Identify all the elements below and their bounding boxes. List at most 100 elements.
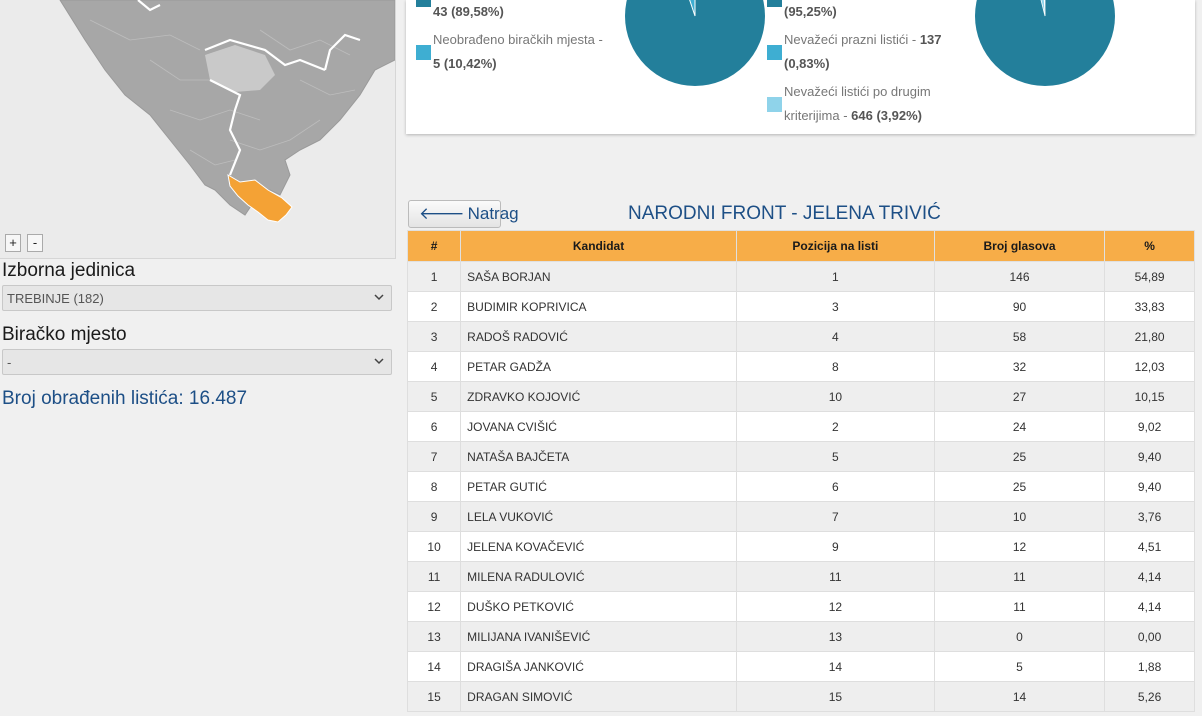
- constituency-select-value: TREBINJE (182): [7, 291, 104, 306]
- invalid-other-legend: Nevažeći listići po drugim kriterijima -…: [784, 84, 931, 123]
- vote-count: 25: [933, 471, 1106, 502]
- list-position: 7: [735, 501, 935, 532]
- list-position: 11: [735, 561, 935, 592]
- constituency-label: Izborna jedinica: [2, 260, 136, 281]
- vote-percent: 4,14: [1104, 561, 1195, 592]
- candidate-name: RADOŠ RADOVIĆ: [460, 321, 737, 352]
- column-header-candidate[interactable]: Kandidat: [460, 230, 737, 262]
- list-position: 5: [735, 441, 935, 472]
- column-header-list-position[interactable]: Pozicija na listi: [735, 230, 935, 262]
- polling-station-select[interactable]: -: [2, 349, 392, 375]
- list-position: 6: [735, 471, 935, 502]
- vote-count: 5: [933, 651, 1106, 682]
- vote-count: 24: [933, 411, 1106, 442]
- column-header-votes[interactable]: Broj glasova: [933, 230, 1106, 262]
- ballots-pie-chart: [975, 0, 1115, 86]
- column-header-percent[interactable]: %: [1104, 230, 1195, 262]
- chevron-down-icon: [374, 358, 384, 365]
- vote-percent: 3,76: [1104, 501, 1195, 532]
- candidate-name: MILIJANA IVANIŠEVIĆ: [460, 621, 737, 652]
- unprocessed-swatch: [416, 45, 431, 60]
- vote-percent: 4,51: [1104, 531, 1195, 562]
- candidate-name: NATAŠA BAJČETA: [460, 441, 737, 472]
- row-number: 13: [406, 621, 462, 652]
- party-title: NARODNI FRONT - JELENA TRIVIĆ: [628, 203, 941, 224]
- table-row: 4 PETAR GADŽA 8 32 12,03: [406, 351, 1195, 382]
- map-panel[interactable]: + -: [0, 0, 396, 259]
- vote-percent: 5,26: [1104, 681, 1195, 712]
- table-row: 6 JOVANA CVIŠIĆ 2 24 9,02: [406, 411, 1195, 442]
- table-row: 8 PETAR GUTIĆ 6 25 9,40: [406, 471, 1195, 502]
- region-map[interactable]: [0, 0, 395, 258]
- valid-swatch: [767, 0, 782, 7]
- row-number: 4: [406, 351, 462, 382]
- list-position: 10: [735, 381, 935, 412]
- stats-panel: 43 (89,58%) Neobrađeno biračkih mjesta -…: [406, 0, 1195, 134]
- pie-slice-invalid-empty: [1043, 0, 1046, 17]
- candidate-name: BUDIMIR KOPRIVICA: [460, 291, 737, 322]
- vote-percent: 10,15: [1104, 381, 1195, 412]
- table-row: 11 MILENA RADULOVIĆ 11 11 4,14: [406, 561, 1195, 592]
- table-row: 2 BUDIMIR KOPRIVICA 3 90 33,83: [406, 291, 1195, 322]
- candidate-name: DUŠKO PETKOVIĆ: [460, 591, 737, 622]
- vote-percent: 9,40: [1104, 441, 1195, 472]
- row-number: 7: [406, 441, 462, 472]
- list-position: 4: [735, 321, 935, 352]
- vote-count: 10: [933, 501, 1106, 532]
- table-row: 1 SAŠA BORJAN 1 146 54,89: [406, 261, 1195, 292]
- candidate-name: PETAR GUTIĆ: [460, 471, 737, 502]
- candidate-name: ZDRAVKO KOJOVIĆ: [460, 381, 737, 412]
- row-number: 5: [406, 381, 462, 412]
- polling-station-label: Biračko mjesto: [2, 324, 127, 345]
- table-row: 5 ZDRAVKO KOJOVIĆ 10 27 10,15: [406, 381, 1195, 412]
- vote-count: 11: [933, 561, 1106, 592]
- table-row: 12 DUŠKO PETKOVIĆ 12 11 4,14: [406, 591, 1195, 622]
- vote-count: 90: [933, 291, 1106, 322]
- pie-slice-processed: [625, 0, 765, 86]
- processed-swatch: [416, 0, 431, 7]
- vote-percent: 1,88: [1104, 651, 1195, 682]
- row-number: 15: [406, 681, 462, 712]
- zoom-in-button[interactable]: +: [5, 234, 21, 252]
- vote-percent: 12,03: [1104, 351, 1195, 382]
- invalid-empty-swatch: [767, 45, 782, 60]
- list-position: 14: [735, 651, 935, 682]
- candidate-name: DRAGIŠA JANKOVIĆ: [460, 651, 737, 682]
- zoom-out-button[interactable]: -: [27, 234, 43, 252]
- constituency-select[interactable]: TREBINJE (182): [2, 285, 392, 311]
- vote-count: 14: [933, 681, 1106, 712]
- candidate-name: JELENA KOVAČEVIĆ: [460, 531, 737, 562]
- list-position: 2: [735, 411, 935, 442]
- table-row: 3 RADOŠ RADOVIĆ 4 58 21,80: [406, 321, 1195, 352]
- processed-legend: 43 (89,58%): [433, 4, 504, 19]
- row-number: 14: [406, 651, 462, 682]
- polling-station-select-value: -: [7, 355, 12, 370]
- invalid-empty-legend: Nevažeći prazni listići - 137 (0,83%): [784, 32, 942, 71]
- vote-percent: 4,14: [1104, 591, 1195, 622]
- candidate-name: LELA VUKOVIĆ: [460, 501, 737, 532]
- candidate-name: SAŠA BORJAN: [460, 261, 737, 292]
- list-position: 13: [735, 621, 935, 652]
- table-row: 14 DRAGIŠA JANKOVIĆ 14 5 1,88: [406, 651, 1195, 682]
- row-number: 10: [406, 531, 462, 562]
- chevron-down-icon: [374, 294, 384, 301]
- vote-count: 11: [933, 591, 1106, 622]
- vote-count: 12: [933, 531, 1106, 562]
- list-position: 8: [735, 351, 935, 382]
- list-position: 3: [735, 291, 935, 322]
- vote-percent: 21,80: [1104, 321, 1195, 352]
- column-header-number[interactable]: #: [406, 230, 462, 262]
- candidate-name: DRAGAN SIMOVIĆ: [460, 681, 737, 712]
- valid-legend: (95,25%): [784, 4, 837, 19]
- pie-slice-unprocessed: [689, 0, 696, 17]
- back-button[interactable]: 🡐 Natrag: [408, 200, 519, 228]
- row-number: 9: [406, 501, 462, 532]
- row-number: 6: [406, 411, 462, 442]
- list-position: 12: [735, 591, 935, 622]
- vote-percent: 54,89: [1104, 261, 1195, 292]
- vote-percent: 9,40: [1104, 471, 1195, 502]
- pie-slice-invalid-other: [1040, 0, 1046, 17]
- table-row: 13 MILIJANA IVANIŠEVIĆ 13 0 0,00: [406, 621, 1195, 652]
- vote-percent: 9,02: [1104, 411, 1195, 442]
- row-number: 2: [406, 291, 462, 322]
